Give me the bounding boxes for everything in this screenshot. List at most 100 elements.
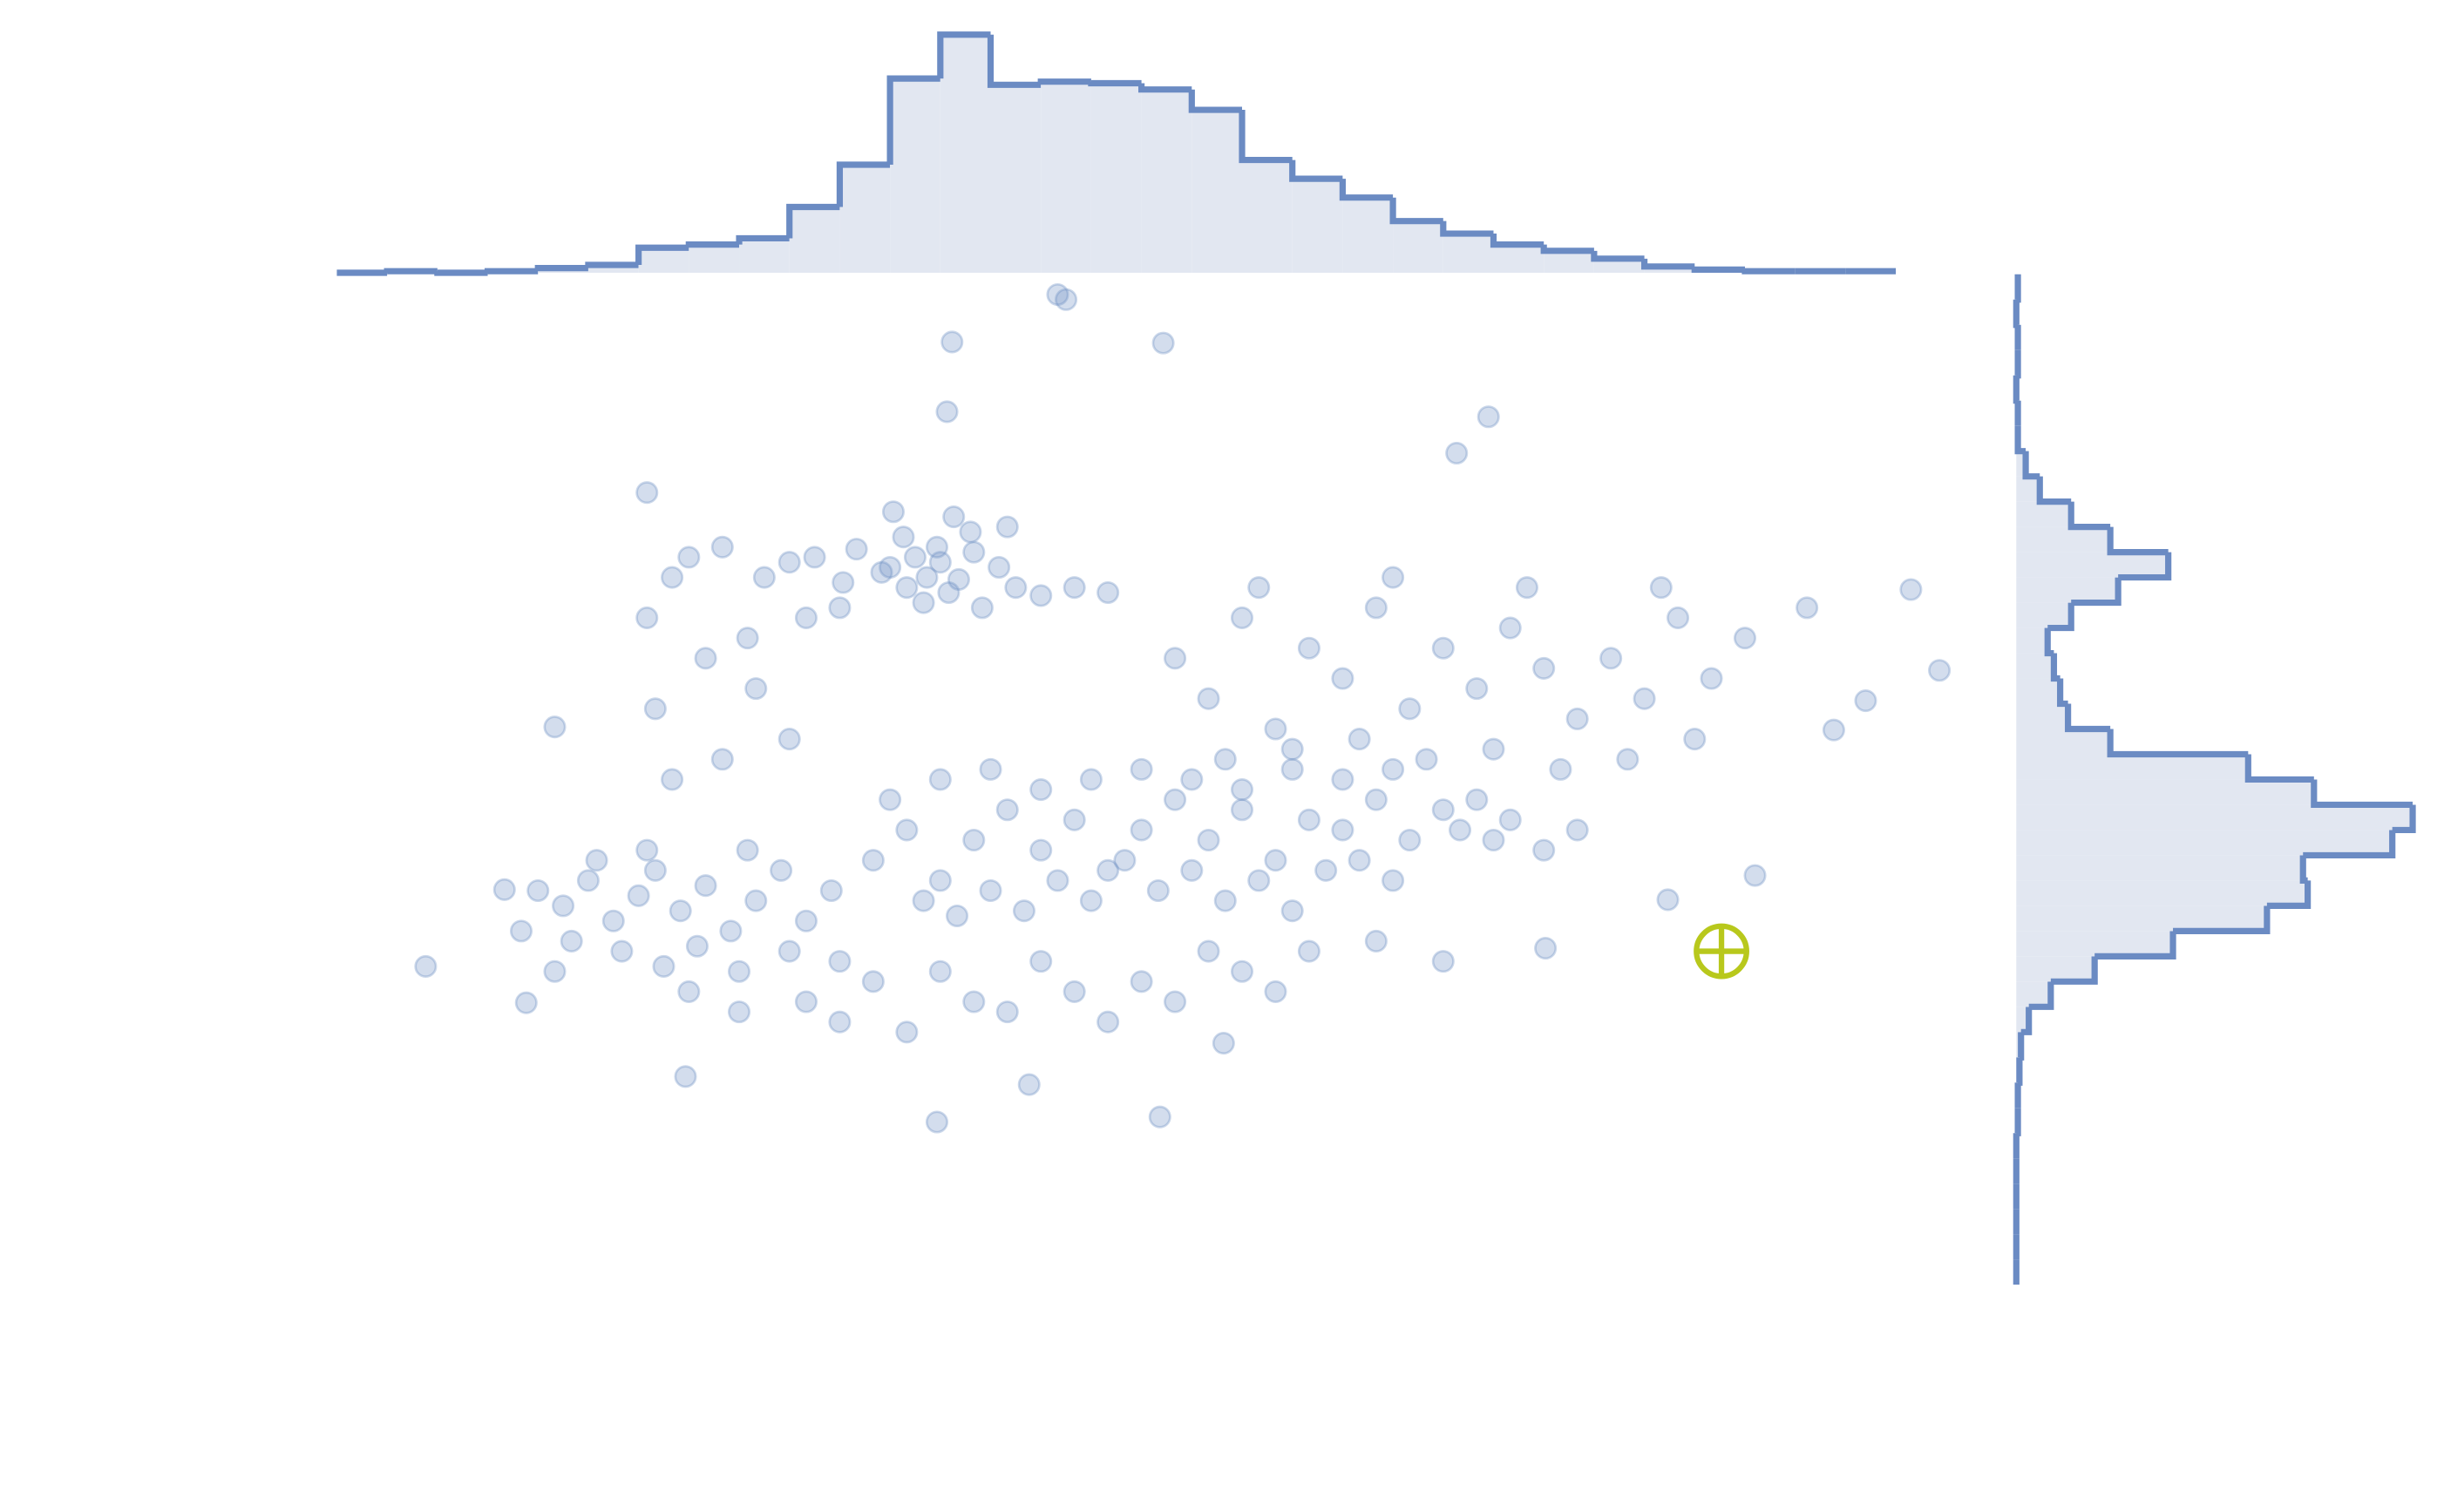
histogram-step — [2065, 703, 2111, 733]
point — [635, 606, 659, 629]
point — [962, 828, 986, 852]
point — [1280, 737, 1304, 761]
point — [879, 788, 902, 811]
point — [1029, 584, 1053, 607]
histogram-bar — [2016, 956, 2095, 982]
point — [1046, 869, 1069, 892]
point — [719, 919, 743, 943]
point — [940, 330, 964, 354]
point — [988, 555, 1011, 580]
point — [661, 566, 684, 589]
point — [1164, 788, 1187, 811]
point — [1297, 636, 1320, 660]
point — [1180, 858, 1204, 882]
point — [928, 869, 952, 892]
point — [1331, 768, 1354, 791]
histogram-bar — [2016, 754, 2249, 780]
histogram-step — [1088, 79, 1142, 87]
point — [1854, 689, 1877, 713]
point — [710, 748, 734, 771]
histogram-step — [2050, 956, 2098, 985]
point — [895, 818, 919, 842]
point — [1230, 778, 1254, 802]
histogram-bar — [2016, 804, 2413, 831]
point — [777, 939, 801, 963]
point — [1264, 717, 1287, 741]
point — [1633, 687, 1656, 710]
histogram-bar — [1242, 159, 1293, 273]
histogram-step — [685, 241, 740, 248]
point — [543, 959, 567, 983]
point — [744, 889, 768, 912]
point — [1197, 939, 1220, 963]
point — [1297, 808, 1320, 831]
point — [803, 546, 826, 569]
point — [1743, 864, 1767, 887]
point — [1230, 798, 1254, 822]
point — [1515, 576, 1538, 600]
point — [1264, 980, 1287, 1003]
histogram-step — [2013, 375, 2020, 404]
histogram-step — [2244, 754, 2314, 783]
point — [677, 980, 701, 1003]
point — [794, 606, 818, 629]
histogram-step — [1440, 220, 1494, 237]
point — [777, 728, 801, 751]
histogram-bar — [2016, 905, 2267, 932]
point — [1130, 818, 1153, 842]
point — [1212, 1032, 1235, 1055]
point — [685, 934, 709, 958]
point — [1382, 566, 1405, 589]
histogram-bar — [638, 247, 689, 273]
histogram-bar — [2016, 703, 2068, 729]
point — [1899, 578, 1923, 601]
point — [643, 858, 667, 882]
point — [1079, 889, 1103, 912]
point — [895, 1020, 919, 1044]
point — [937, 580, 961, 605]
histogram-step — [2299, 855, 2308, 884]
histogram-bar — [2016, 1007, 2029, 1033]
histogram-bar — [2016, 830, 2393, 856]
point — [710, 535, 734, 559]
point — [1213, 748, 1237, 771]
point — [1465, 788, 1489, 811]
histogram-bar — [1041, 81, 1091, 273]
point — [1055, 288, 1078, 311]
histogram-bar — [2016, 880, 2308, 906]
point — [1096, 858, 1120, 882]
histogram-bar — [587, 265, 639, 273]
point — [870, 560, 893, 584]
highlight-marker — [1694, 923, 1749, 980]
point — [1532, 838, 1556, 862]
histogram-bar — [789, 207, 840, 273]
point — [1534, 937, 1558, 960]
point — [1151, 331, 1175, 355]
histogram-step — [2094, 931, 2176, 959]
point — [1448, 818, 1472, 842]
point — [1130, 757, 1153, 781]
point — [1096, 580, 1120, 605]
histogram-step — [1339, 179, 1394, 201]
point — [995, 515, 1019, 539]
histogram-step — [2016, 1057, 2023, 1086]
histogram-bar — [2016, 526, 2111, 553]
histogram-bar — [1090, 83, 1142, 273]
point — [828, 596, 852, 620]
histogram-step — [2014, 1108, 2021, 1136]
point — [1280, 757, 1304, 781]
histogram-bar — [2016, 981, 2051, 1007]
point — [1130, 970, 1153, 993]
point — [845, 538, 868, 561]
histogram-step — [2107, 729, 2249, 758]
histogram-step — [484, 268, 539, 275]
point — [1683, 728, 1707, 751]
point — [661, 768, 684, 791]
histogram-bar — [1443, 234, 1494, 273]
point — [794, 990, 818, 1014]
histogram-bar — [1493, 244, 1544, 273]
point — [1046, 282, 1069, 307]
point — [1364, 596, 1388, 620]
histogram-step — [2392, 804, 2416, 834]
point — [1733, 627, 1757, 650]
